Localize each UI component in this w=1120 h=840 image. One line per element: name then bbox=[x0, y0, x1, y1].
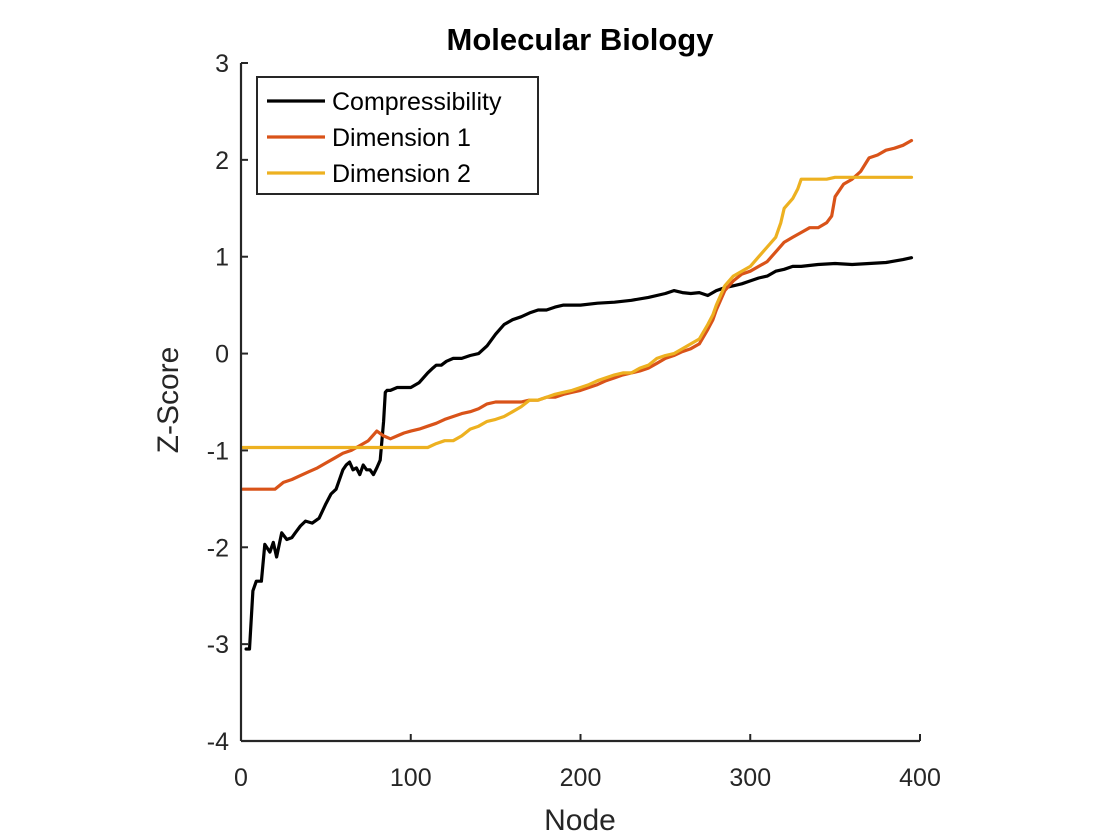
y-tick-label: 1 bbox=[215, 244, 229, 272]
x-tick-label: 300 bbox=[729, 764, 771, 792]
y-tick-label: -1 bbox=[207, 437, 229, 465]
series-layer bbox=[241, 138, 914, 651]
legend-label: Compressibility bbox=[332, 88, 502, 116]
y-tick-label: -3 bbox=[207, 631, 229, 659]
legend-label: Dimension 1 bbox=[332, 124, 471, 152]
legend-label: Dimension 2 bbox=[332, 160, 471, 188]
x-tick-label: 200 bbox=[560, 764, 602, 792]
x-axis-label: Node bbox=[544, 804, 616, 837]
y-tick-label: 0 bbox=[215, 341, 229, 369]
series-line-0 bbox=[244, 256, 914, 651]
chart-title: Molecular Biology bbox=[447, 22, 715, 57]
y-tick-label: -4 bbox=[207, 728, 229, 756]
y-tick-label: 3 bbox=[215, 50, 229, 78]
y-tick-label: -2 bbox=[207, 534, 229, 562]
x-tick-label: 400 bbox=[899, 764, 941, 792]
axes-layer: -4 -3 -2 -1 0 1 2 3 0 100 200 300 400 bbox=[207, 50, 941, 792]
series-line-1 bbox=[241, 138, 914, 491]
series-line-2 bbox=[241, 175, 914, 450]
y-axis-label: Z-Score bbox=[152, 347, 185, 454]
x-tick-label: 0 bbox=[234, 764, 248, 792]
legend: Compressibility Dimension 1 Dimension 2 bbox=[256, 76, 539, 195]
y-tick-label: 2 bbox=[215, 147, 229, 175]
x-tick-label: 100 bbox=[390, 764, 432, 792]
